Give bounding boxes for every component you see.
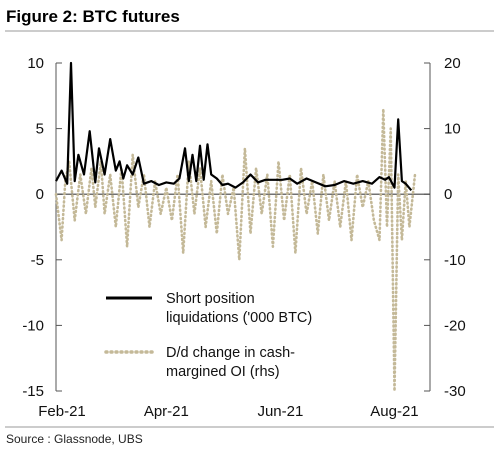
x-axis: Feb-21 Apr-21 Jun-21 Aug-21 bbox=[38, 403, 418, 420]
right-y-axis: 20 10 0 -10 -20 -30 bbox=[424, 55, 466, 400]
figure-title: Figure 2: BTC futures bbox=[6, 7, 180, 26]
series-oi-change-line bbox=[54, 107, 417, 393]
left-tick-label: -5 bbox=[31, 252, 44, 269]
legend: Short position liquidations ('000 BTC) D… bbox=[100, 282, 345, 384]
left-tick-label: 0 bbox=[36, 186, 44, 203]
left-tick-label: -15 bbox=[22, 383, 44, 400]
right-tick-label: -30 bbox=[444, 383, 466, 400]
left-tick-label: 5 bbox=[36, 121, 44, 138]
right-tick-label: -10 bbox=[444, 252, 466, 269]
legend-label-liquidations-line2: liquidations ('000 BTC) bbox=[166, 310, 312, 326]
x-tick-label: Aug-21 bbox=[370, 403, 418, 420]
x-tick-label: Apr-21 bbox=[144, 403, 189, 420]
right-tick-label: -20 bbox=[444, 317, 466, 334]
right-tick-label: 0 bbox=[444, 186, 452, 203]
legend-label-oi-line1: D/d change in cash- bbox=[166, 345, 295, 361]
legend-label-liquidations-line1: Short position bbox=[166, 291, 255, 307]
left-tick-label: 10 bbox=[27, 55, 44, 72]
x-tick-label: Jun-21 bbox=[257, 403, 303, 420]
right-tick-label: 20 bbox=[444, 55, 461, 72]
x-tick-label: Feb-21 bbox=[38, 403, 86, 420]
left-y-axis: 10 5 0 -5 -10 -15 bbox=[22, 55, 62, 400]
right-tick-label: 10 bbox=[444, 121, 461, 138]
source-note: Source : Glassnode, UBS bbox=[6, 432, 143, 446]
legend-label-oi-line2: margined OI (rhs) bbox=[166, 364, 280, 380]
left-tick-label: -10 bbox=[22, 317, 44, 334]
series-layer bbox=[54, 61, 417, 393]
series-liquidations-line bbox=[55, 61, 413, 192]
